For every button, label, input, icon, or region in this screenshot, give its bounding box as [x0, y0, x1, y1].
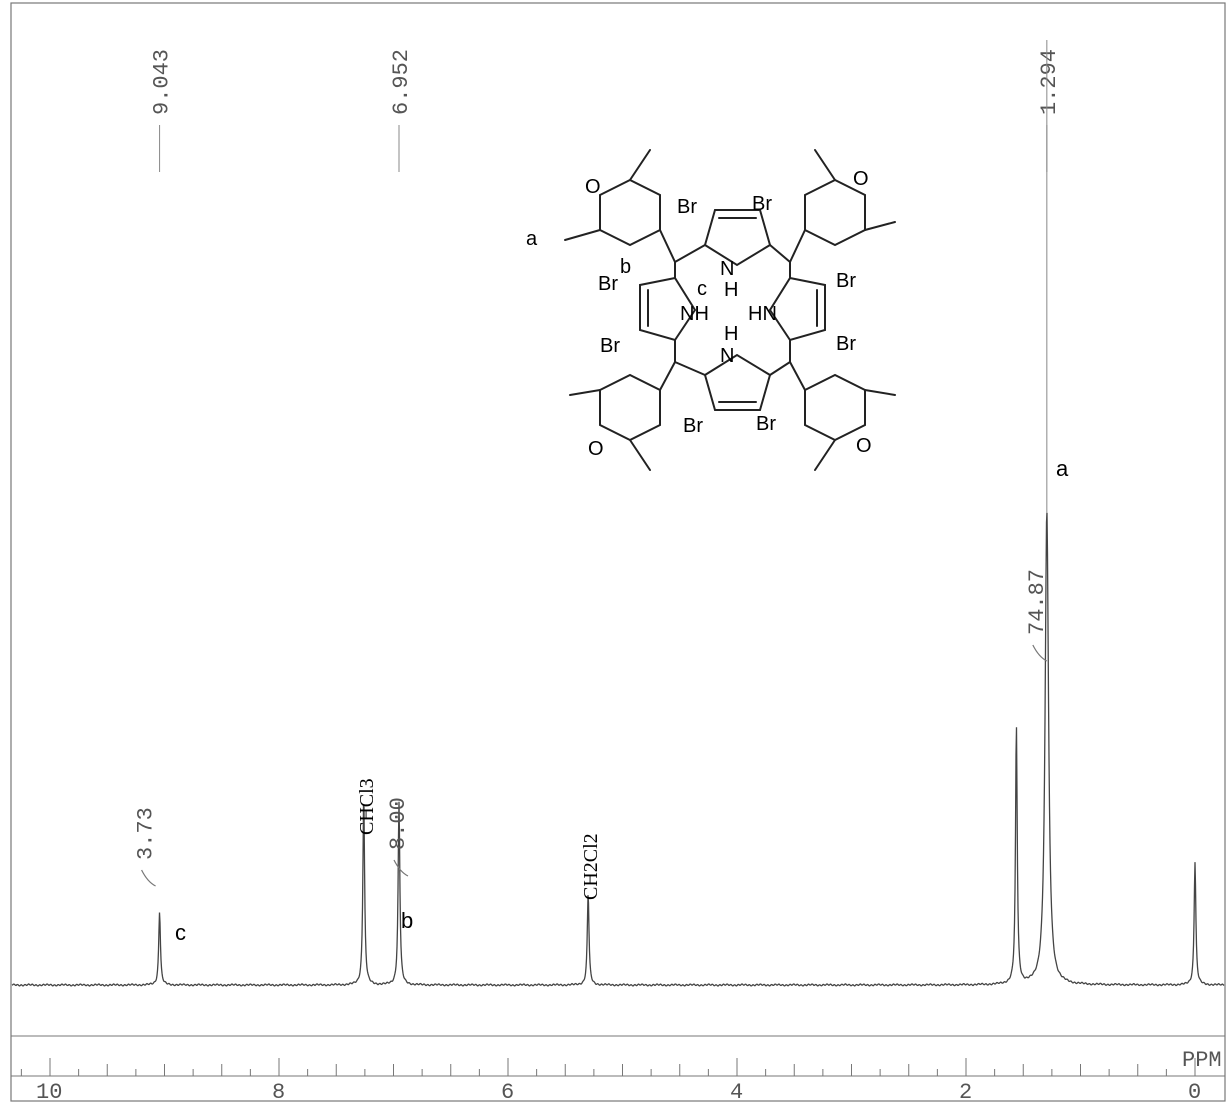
- svg-text:H: H: [724, 323, 738, 345]
- svg-text:b: b: [620, 256, 631, 278]
- svg-text:N: N: [720, 345, 734, 367]
- annotation-b: b: [401, 908, 413, 933]
- x-axis-tick-labels: 10 8 6 4 2 0: [36, 1080, 1201, 1105]
- integrals: 3.73 8.00 74.87: [134, 569, 1050, 887]
- svg-text:Br: Br: [683, 415, 703, 437]
- integral-curve: [393, 859, 409, 877]
- svg-text:c: c: [697, 278, 707, 300]
- annotation-c: c: [175, 920, 186, 945]
- svg-text:a: a: [526, 228, 538, 250]
- svg-text:H: H: [724, 279, 738, 301]
- peak-pick-label: 1.294: [1037, 49, 1062, 115]
- svg-text:O: O: [853, 168, 869, 190]
- annotation-ch2cl2: CH2Cl2: [580, 833, 602, 900]
- svg-text:Br: Br: [756, 413, 776, 435]
- x-tick-label: 2: [959, 1080, 972, 1105]
- svg-text:Br: Br: [836, 270, 856, 292]
- integral-curve: [141, 869, 156, 887]
- annotation-chcl3: CHCl3: [356, 778, 378, 835]
- svg-text:NH: NH: [680, 303, 709, 325]
- x-axis-label: PPM: [1182, 1048, 1222, 1073]
- svg-text:O: O: [585, 176, 601, 198]
- x-tick-label: 10: [36, 1080, 62, 1105]
- integral-value: 8.00: [386, 797, 411, 850]
- svg-text:Br: Br: [600, 335, 620, 357]
- x-tick-label: 8: [272, 1080, 285, 1105]
- annotation-a: a: [1056, 456, 1069, 481]
- svg-text:Br: Br: [752, 193, 772, 215]
- x-tick-label: 4: [730, 1080, 743, 1105]
- svg-text:O: O: [856, 435, 872, 457]
- x-tick-label: 6: [501, 1080, 514, 1105]
- peak-pick-label: 6.952: [389, 49, 414, 115]
- svg-text:N: N: [720, 258, 734, 280]
- peak-pick-label: 9.043: [150, 49, 175, 115]
- svg-text:Br: Br: [598, 273, 618, 295]
- integral-value: 74.87: [1025, 569, 1050, 635]
- plot-frame: [10, 2, 1226, 1102]
- integral-curve: [1032, 644, 1048, 662]
- svg-text:Br: Br: [836, 333, 856, 355]
- svg-text:HN: HN: [748, 303, 777, 325]
- x-tick-label: 0: [1188, 1080, 1201, 1105]
- peak-picks: 9.043 6.952 1.294: [150, 40, 1062, 530]
- svg-text:Br: Br: [677, 196, 697, 218]
- svg-text:O: O: [588, 438, 604, 460]
- molecule-structure: O O O O Br Br Br Br Br Br Br Br N H NH H…: [526, 149, 896, 471]
- x-axis-ticks: [20, 1058, 1196, 1076]
- spectrum-line: [11, 512, 1225, 987]
- integral-value: 3.73: [134, 807, 159, 860]
